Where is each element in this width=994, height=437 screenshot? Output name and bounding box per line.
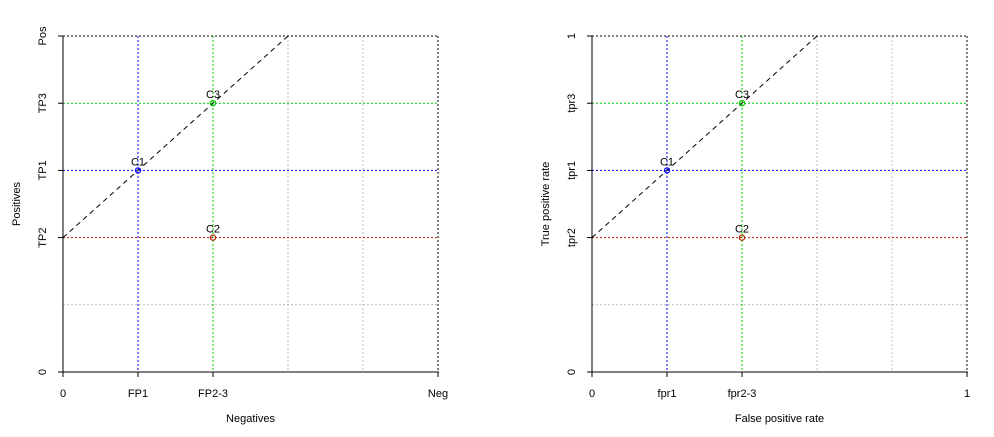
data-point bbox=[663, 167, 671, 174]
y-tick-label: Pos bbox=[37, 26, 49, 45]
point-label: C3 bbox=[735, 89, 749, 101]
y-axis-title: True positive rate bbox=[540, 162, 552, 247]
y-tick-label: 1 bbox=[566, 33, 578, 39]
y-tick-label: TP1 bbox=[37, 160, 49, 180]
point-label: C2 bbox=[206, 224, 220, 236]
y-tick-label: TP2 bbox=[37, 228, 49, 248]
data-point bbox=[738, 99, 746, 107]
data-point bbox=[738, 234, 746, 241]
x-tick-label: FP1 bbox=[128, 388, 148, 400]
point-label: C1 bbox=[131, 156, 145, 168]
y-tick-label: tpr2 bbox=[566, 228, 578, 247]
y-tick-label: tpr1 bbox=[566, 161, 578, 180]
chart-panel-2: 0 fpr1 fpr2-3 1 0 tpr2 tpr1 tpr3 1 False positive… bbox=[540, 33, 970, 425]
x-axis-title: Negatives bbox=[226, 413, 275, 425]
point-label: C1 bbox=[660, 156, 674, 168]
data-point bbox=[209, 234, 217, 241]
x-tick-label: 0 bbox=[60, 388, 66, 400]
point-label: C2 bbox=[735, 224, 749, 236]
iso-performance-line bbox=[62, 35, 289, 238]
x-tick-label: 0 bbox=[589, 388, 595, 400]
data-point bbox=[134, 167, 142, 174]
y-tick-label: tpr3 bbox=[566, 94, 578, 113]
iso-performance-line bbox=[591, 35, 818, 238]
y-tick-label: TP3 bbox=[37, 93, 49, 113]
y-tick-label: 0 bbox=[566, 369, 578, 375]
x-axis-title: False positive rate bbox=[735, 413, 824, 425]
chart-panel-1: 0 FP1 FP2-3 Neg 0 TP2 TP1 TP3 Pos Negatives Positi… bbox=[11, 26, 448, 425]
x-tick-label: fpr1 bbox=[658, 388, 677, 400]
x-tick-label: FP2-3 bbox=[198, 388, 228, 400]
x-tick-label: 1 bbox=[964, 388, 970, 400]
data-point bbox=[209, 99, 217, 107]
point-label: C3 bbox=[206, 89, 220, 101]
x-tick-label: Neg bbox=[428, 388, 448, 400]
x-tick-label: fpr2-3 bbox=[728, 388, 757, 400]
y-axis-title: Positives bbox=[11, 181, 23, 226]
y-tick-label: 0 bbox=[37, 369, 49, 375]
